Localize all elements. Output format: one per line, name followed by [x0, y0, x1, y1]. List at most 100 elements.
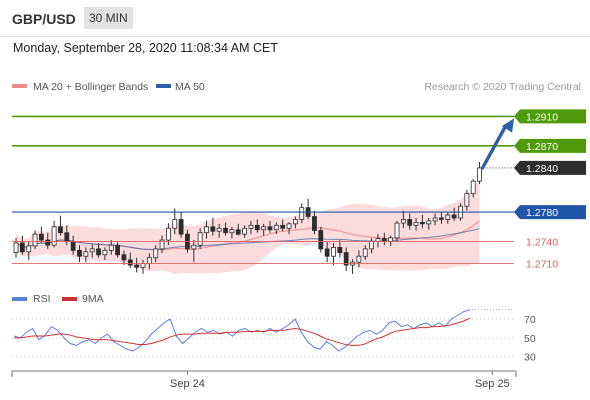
candle-up	[146, 257, 152, 265]
candle-up	[165, 227, 171, 241]
candle-up	[89, 248, 95, 253]
legend-ma20-label: MA 20 + Bollinger Bands	[33, 81, 148, 93]
legend-9ma-label: 9MA	[82, 293, 104, 305]
candle-down	[254, 224, 260, 231]
candle-down	[45, 239, 51, 246]
rsi-line	[13, 309, 471, 352]
level-label: 1.2740	[526, 237, 558, 249]
current-price-box	[514, 160, 586, 175]
candle-up	[204, 226, 209, 234]
ma50-line	[15, 228, 480, 250]
level-label: 1.2780	[526, 207, 558, 219]
candle-down	[96, 248, 101, 256]
candle-up	[191, 244, 197, 250]
candle-up	[400, 219, 406, 224]
candle-down	[407, 219, 413, 226]
candle-down	[210, 226, 216, 232]
level-label-box	[514, 205, 586, 220]
time-tick-label: Sep 24	[170, 378, 205, 390]
level-label-box	[514, 138, 586, 153]
candle-up	[172, 219, 178, 229]
candle-up	[413, 221, 419, 226]
candle-down	[127, 259, 133, 266]
candle-down	[70, 241, 76, 251]
candle-down	[19, 242, 25, 253]
target-arrow-head	[501, 118, 514, 133]
legend-9ma-swatch	[62, 297, 77, 301]
candle-up	[388, 237, 394, 242]
candle-up	[464, 193, 470, 207]
chart-header: GBP/USD 30 MIN	[0, 0, 590, 37]
candle-down	[324, 248, 330, 257]
timeframe-badge[interactable]: 30 MIN	[84, 7, 133, 29]
rsi-tick-label: 50	[524, 333, 536, 345]
candle-up	[286, 223, 292, 229]
rsi-plot: 70 50 30	[12, 309, 536, 364]
candle-down	[134, 264, 140, 268]
candle-up	[470, 180, 476, 195]
level-label: 1.2870	[526, 141, 558, 153]
candle-down	[312, 216, 317, 231]
source-credit: Research © 2020 Trading Central	[424, 81, 581, 93]
rsi-tick-label: 30	[524, 352, 536, 364]
candle-up	[248, 224, 254, 229]
candle-up	[102, 249, 108, 256]
price-levels: 1.2910 1.2870 1.2840 1.2780 1.2740 1.2710	[12, 109, 586, 271]
candle-down	[337, 247, 343, 253]
target-arrow	[480, 123, 508, 170]
candle-down	[77, 249, 82, 257]
candle-down	[58, 226, 63, 234]
candle-up	[477, 167, 482, 182]
candle-down	[439, 217, 444, 220]
candle-up	[426, 220, 432, 225]
candle-up	[32, 233, 38, 247]
candle-up	[273, 224, 279, 231]
candle-down	[115, 244, 120, 256]
candle-down	[235, 229, 241, 235]
candle-down	[419, 221, 425, 225]
candle-down	[64, 232, 70, 242]
rsi-9ma-line	[14, 317, 471, 346]
candle-up	[356, 255, 362, 263]
level-label: 1.2710	[526, 259, 558, 271]
candle-up	[292, 219, 298, 225]
candle-up	[299, 207, 305, 220]
candle-up	[153, 248, 159, 259]
rsi-tick-label: 70	[524, 314, 536, 326]
time-tick-label: Sep 25	[475, 378, 510, 390]
candle-up	[26, 245, 32, 253]
candle-up	[229, 229, 235, 234]
candle-up	[51, 226, 57, 246]
candle-down	[451, 214, 457, 219]
price-plot	[13, 162, 482, 274]
legend-rsi-swatch	[12, 297, 27, 301]
level-label-box	[514, 109, 586, 124]
candle-down	[343, 252, 349, 266]
candle-down	[121, 254, 127, 261]
candle-up	[13, 242, 19, 253]
chart-datetime: Monday, September 28, 2020 11:08:34 AM C…	[13, 41, 278, 55]
candle-up	[140, 263, 146, 268]
candle-up	[159, 239, 165, 250]
candle-up	[445, 214, 451, 220]
level-label: 1.2910	[526, 111, 558, 123]
current-price-label: 1.2840	[526, 163, 558, 175]
candle-up	[216, 227, 222, 232]
candle-up	[83, 251, 89, 257]
candle-up	[261, 226, 267, 231]
candle-up	[362, 248, 368, 257]
candle-up	[331, 247, 336, 257]
legend-ma50-label: MA 50	[175, 81, 205, 93]
candle-up	[432, 217, 438, 222]
legend-rsi-label: RSI	[33, 293, 51, 305]
candle-up	[242, 227, 248, 235]
candle-down	[318, 230, 324, 250]
candle-down	[223, 227, 228, 234]
candle-up	[369, 241, 375, 250]
candle-up	[197, 232, 203, 246]
candle-down	[39, 233, 44, 241]
candle-down	[280, 224, 286, 229]
